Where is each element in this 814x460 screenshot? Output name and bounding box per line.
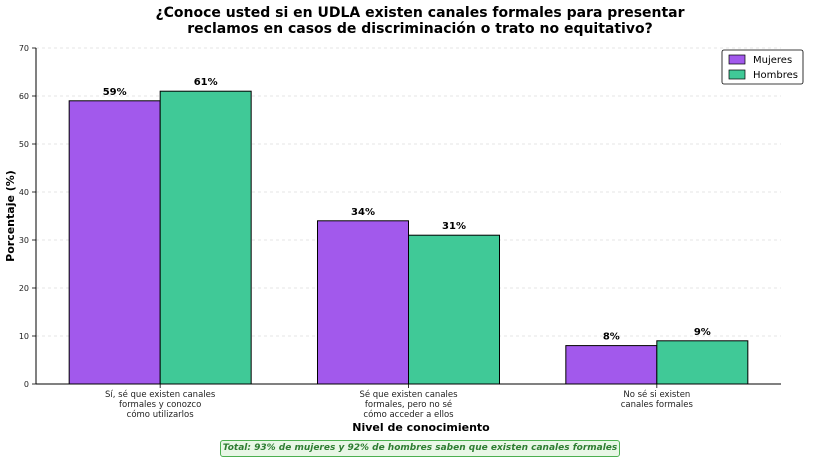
x-category-label-1: Sí, sé que existen canales formales y con… bbox=[105, 389, 216, 420]
y-tick-label: 60 bbox=[19, 92, 29, 101]
y-tick-label: 20 bbox=[19, 284, 29, 293]
y-ticks: 0 10 20 30 40 50 60 70 bbox=[19, 44, 36, 389]
data-label-mujeres-2: 34% bbox=[351, 207, 375, 218]
legend-label-mujeres: Mujeres bbox=[753, 55, 792, 66]
y-tick-label: 0 bbox=[24, 380, 29, 389]
data-label-hombres-2: 31% bbox=[442, 221, 466, 232]
chart-title-line-2: reclamos en casos de discriminación o tr… bbox=[187, 21, 652, 37]
bar-hombres-2 bbox=[408, 234, 500, 385]
x-category-labels: Sí, sé que existen canales formales y con… bbox=[105, 384, 694, 420]
legend-label-hombres: Hombres bbox=[753, 70, 798, 81]
legend-swatch-mujeres bbox=[728, 54, 746, 65]
y-tick-label: 70 bbox=[19, 44, 29, 53]
legend-swatch-hombres bbox=[728, 69, 746, 80]
summary-note: Total: 93% de mujeres y 92% de hombres s… bbox=[220, 440, 620, 457]
y-tick-label: 10 bbox=[19, 332, 29, 341]
data-label-hombres-3: 9% bbox=[694, 327, 711, 338]
x-category-label-2: Sé que existen canales formales, pero no … bbox=[359, 389, 458, 420]
bars bbox=[68, 90, 749, 385]
legend: Mujeres Hombres bbox=[721, 49, 804, 85]
x-category-label-3: No sé si existen canales formales bbox=[621, 389, 694, 410]
y-tick-label: 40 bbox=[19, 188, 29, 197]
data-label-mujeres-3: 8% bbox=[603, 332, 620, 343]
data-label-mujeres-1: 59% bbox=[103, 87, 127, 98]
bar-hombres-3 bbox=[656, 340, 749, 385]
bar-mujeres-1 bbox=[68, 100, 161, 385]
data-labels: 59% 61% 34% 31% 8% 9% bbox=[103, 77, 711, 342]
bar-mujeres-3 bbox=[565, 345, 658, 385]
y-axis-label: Porcentaje (%) bbox=[4, 170, 17, 262]
y-tick-label: 50 bbox=[19, 140, 29, 149]
bar-mujeres-2 bbox=[317, 220, 409, 385]
chart-title-line-1: ¿Conoce usted si en UDLA existen canales… bbox=[155, 5, 684, 21]
x-axis-label: Nivel de conocimiento bbox=[352, 421, 490, 434]
y-tick-label: 30 bbox=[19, 236, 29, 245]
data-label-hombres-1: 61% bbox=[194, 77, 218, 88]
bar-hombres-1 bbox=[159, 90, 252, 385]
